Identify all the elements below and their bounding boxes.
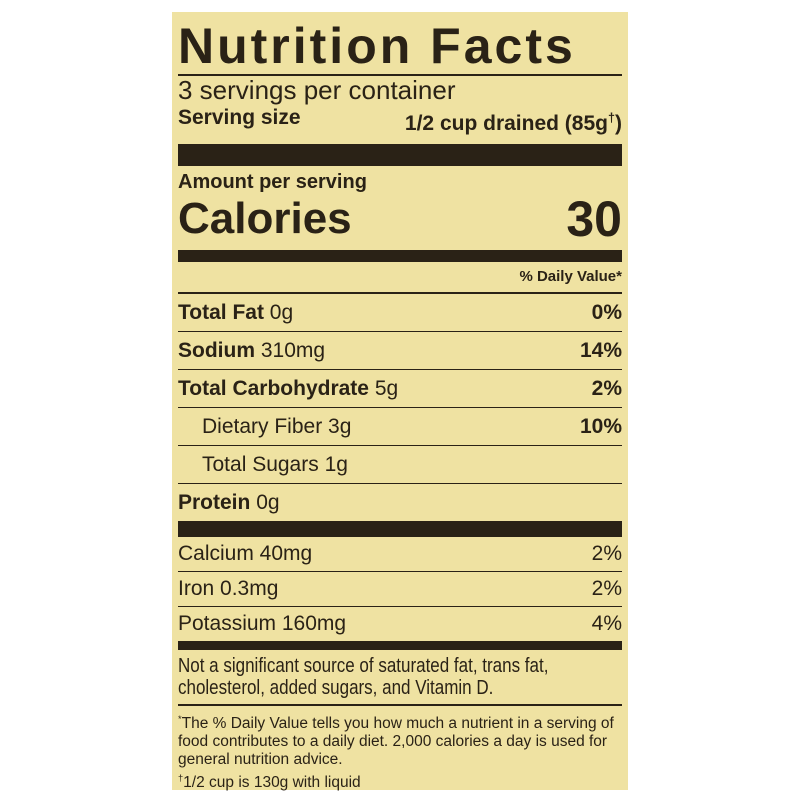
- serving-size-value: 1/2 cup drained (85g†): [404, 111, 622, 135]
- nutrient-row-total-carbohydrate: Total Carbohydrate 5g 2%: [178, 369, 622, 407]
- serving-size-label: Serving size: [178, 106, 301, 129]
- calories-row: Calories 30: [178, 194, 622, 244]
- vitamin-row-calcium: Calcium 40mg 2%: [178, 542, 622, 565]
- nutrient-row-sodium: Sodium 310mg 14%: [178, 331, 622, 369]
- serving-size-row: Serving size 1/2 cup drained (85g†): [178, 104, 622, 138]
- servings-per-container: 3 servings per container: [178, 75, 456, 105]
- nutrient-row-dietary-fiber: Dietary Fiber 3g 10%: [178, 407, 622, 445]
- nutrient-row-total-fat: Total Fat 0g 0%: [178, 301, 622, 324]
- nutrient-row-protein: Protein 0g: [178, 483, 622, 521]
- divider-medium: [178, 641, 622, 650]
- label-title: Nutrition Facts: [178, 18, 576, 74]
- not-significant-note: Not a significant source of saturated fa…: [178, 655, 549, 699]
- divider-medium: [178, 250, 622, 262]
- divider: [178, 74, 622, 76]
- daily-value-header: % Daily Value*: [519, 268, 622, 285]
- footnote-cup: †1/2 cup is 130g with liquid: [178, 772, 361, 791]
- vitamin-row-potassium: Potassium 160mg 4%: [178, 606, 622, 641]
- amount-per-serving: Amount per serving: [178, 171, 367, 193]
- divider-thick: [178, 144, 622, 166]
- nutrition-facts-label: Nutrition Facts 3 servings per container…: [172, 12, 628, 791]
- nutrient-row-total-sugars: Total Sugars 1g: [178, 445, 622, 483]
- calories-value: 30: [566, 191, 622, 247]
- vitamin-row-iron: Iron 0.3mg 2%: [178, 571, 622, 606]
- calories-label: Calories: [178, 194, 352, 243]
- footnote-daily-value: *The % Daily Value tells you how much a …: [178, 713, 614, 768]
- divider: [178, 704, 622, 706]
- divider-thick: [178, 521, 622, 537]
- divider: [178, 292, 622, 294]
